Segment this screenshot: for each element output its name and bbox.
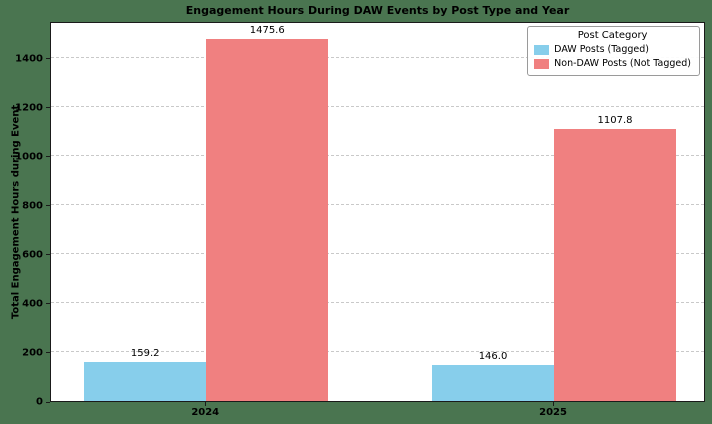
bar-value-label: 1475.6 bbox=[249, 25, 285, 37]
y-tick-label-1000: 1000 bbox=[15, 151, 43, 163]
y-tick-mark-400 bbox=[46, 303, 50, 305]
legend: Post Category DAW Posts (Tagged) Non-DAW… bbox=[527, 26, 700, 76]
bar-2025-daw bbox=[432, 365, 555, 401]
y-tick-label-1400: 1400 bbox=[15, 53, 43, 65]
y-tick-mark-1000 bbox=[46, 156, 50, 158]
bar-2025-non-daw bbox=[554, 129, 677, 401]
bar-value-label: 159.2 bbox=[130, 347, 160, 359]
y-tick-mark-0 bbox=[46, 401, 50, 403]
y-tick-mark-1200 bbox=[46, 107, 50, 109]
x-tick-label-2025: 2025 bbox=[539, 407, 567, 418]
chart-title: Engagement Hours During DAW Events by Po… bbox=[185, 4, 570, 17]
legend-label: Non-DAW Posts (Not Tagged) bbox=[554, 58, 691, 69]
y-tick-label-0: 0 bbox=[36, 396, 43, 408]
gridline-y1000 bbox=[51, 154, 704, 156]
gridline-y1400 bbox=[51, 56, 704, 58]
bar-value-label: 1107.8 bbox=[597, 115, 633, 127]
legend-label: DAW Posts (Tagged) bbox=[554, 44, 649, 55]
legend-swatch-daw-posts bbox=[534, 45, 550, 55]
x-tick-label-2024: 2024 bbox=[191, 407, 220, 418]
y-tick-label-800: 800 bbox=[22, 200, 43, 212]
gridline-y800 bbox=[51, 203, 704, 205]
bar-2024-daw bbox=[84, 361, 207, 401]
bar-value-label: 146.0 bbox=[478, 351, 508, 363]
y-tick-label-600: 600 bbox=[22, 249, 43, 261]
y-tick-mark-600 bbox=[46, 254, 50, 256]
plot-area: 159.2 1475.6 146.0 1107.8 bbox=[50, 22, 705, 402]
legend-item-non-daw-posts: Non-DAW Posts (Not Tagged) bbox=[534, 57, 691, 71]
y-tick-label-1200: 1200 bbox=[15, 102, 43, 114]
legend-title: Post Category bbox=[577, 30, 648, 41]
legend-swatch-non-daw-posts bbox=[534, 59, 550, 69]
y-tick-label-400: 400 bbox=[22, 298, 43, 310]
x-tick-mark-2024 bbox=[204, 402, 206, 406]
gridline-y600 bbox=[51, 252, 704, 254]
y-tick-label-200: 200 bbox=[22, 347, 43, 359]
gridline-y1200 bbox=[51, 105, 704, 107]
y-tick-mark-800 bbox=[46, 205, 50, 207]
bar-2024-non-daw bbox=[206, 39, 329, 401]
legend-item-daw-posts: DAW Posts (Tagged) bbox=[534, 43, 691, 57]
y-tick-mark-200 bbox=[46, 352, 50, 354]
y-tick-mark-1400 bbox=[46, 58, 50, 60]
gridline-y400 bbox=[51, 301, 704, 303]
y-axis-label: Total Engagement Hours during Event bbox=[10, 104, 22, 320]
gridline-y200 bbox=[51, 350, 704, 352]
x-tick-mark-2025 bbox=[552, 402, 554, 406]
